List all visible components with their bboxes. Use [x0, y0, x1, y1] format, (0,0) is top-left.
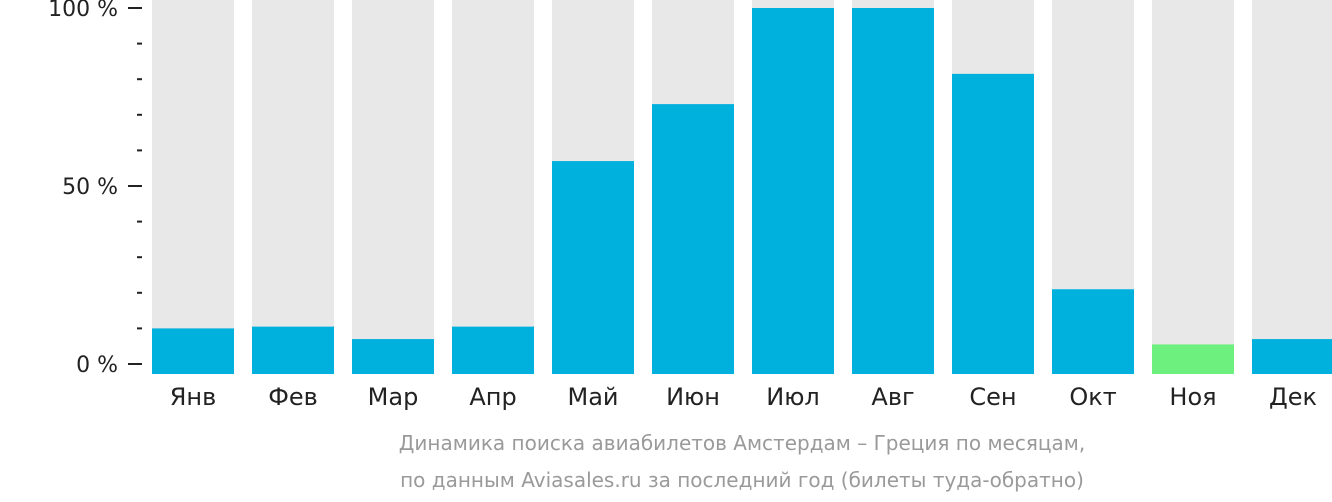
x-tick-label-10: Окт — [1069, 383, 1116, 411]
caption-line-2: по данным Aviasales.ru за последний год … — [400, 468, 1084, 492]
bar-background-1 — [152, 0, 234, 374]
y-tick-label-1: 0 % — [76, 353, 118, 378]
bar-11 — [1152, 344, 1234, 374]
data-bars — [152, 8, 1332, 375]
x-tick-label-3: Мар — [368, 383, 419, 411]
caption-line-1: Динамика поиска авиабилетов Амстердам – … — [398, 431, 1086, 455]
x-tick-label-8: Авг — [871, 383, 914, 411]
bar-3 — [352, 339, 434, 374]
bar-background-3 — [352, 0, 434, 374]
bar-6 — [652, 104, 734, 375]
x-tick-label-11: Ноя — [1169, 383, 1216, 411]
x-tick-label-9: Сен — [969, 383, 1016, 411]
x-axis: Янв Фев Мар Апр Май Июн Июл Авг Сен Окт Ноя Дек — [170, 383, 1317, 411]
x-tick-label-5: Май — [567, 383, 618, 411]
bar-10 — [1052, 289, 1134, 374]
bar-1 — [152, 328, 234, 374]
x-tick-label-6: Июн — [666, 383, 720, 411]
background-bars — [152, 0, 1332, 374]
x-tick-label-4: Апр — [469, 383, 516, 411]
bar-chart: 0 % 50 % 100 % Янв Фев Мар Апр Май Июн Июл Авг Сен… — [48, 0, 1332, 411]
x-tick-label-2: Фев — [268, 383, 318, 411]
bar-12 — [1252, 339, 1332, 374]
y-tick-label-2: 50 % — [62, 175, 118, 200]
bar-5 — [552, 161, 634, 374]
x-tick-label-12: Дек — [1269, 383, 1317, 411]
bar-4 — [452, 326, 534, 374]
x-tick-label-7: Июл — [766, 383, 820, 411]
x-tick-label-1: Янв — [170, 383, 217, 411]
bar-background-4 — [452, 0, 534, 374]
bar-background-12 — [1252, 0, 1332, 374]
y-axis: 0 % 50 % 100 % — [48, 0, 142, 378]
bar-2 — [252, 326, 334, 374]
y-tick-label-3: 100 % — [48, 0, 118, 22]
bar-8 — [852, 8, 934, 374]
bar-background-2 — [252, 0, 334, 374]
bar-7 — [752, 8, 834, 374]
bar-background-11 — [1152, 0, 1234, 374]
bar-9 — [952, 73, 1034, 375]
